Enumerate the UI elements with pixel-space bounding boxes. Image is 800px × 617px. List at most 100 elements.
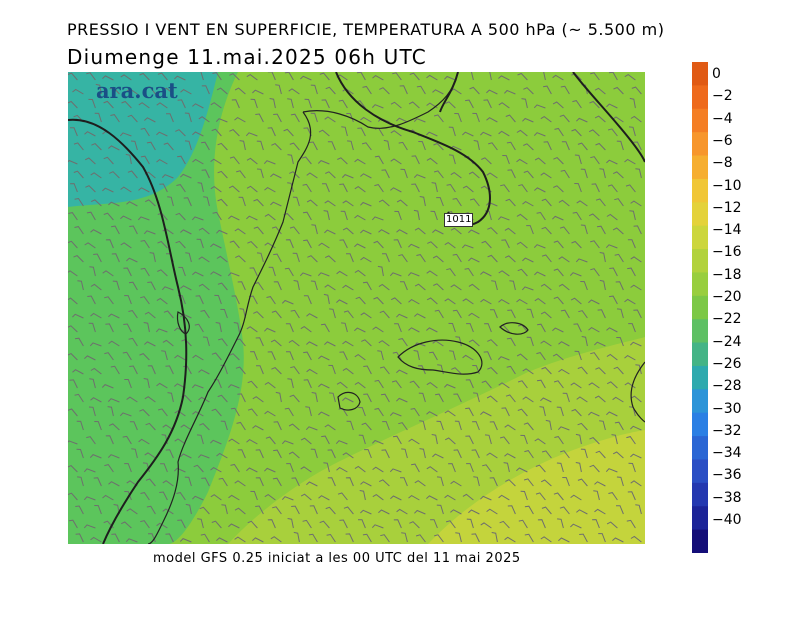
wind-barb (324, 116, 336, 123)
colorbar-tick-label: −20 (712, 289, 742, 305)
colorbar-tick-label: −4 (712, 110, 733, 127)
wind-barb (211, 352, 222, 361)
wind-barb (85, 185, 96, 193)
wind-barb (197, 182, 204, 193)
wind-barb (526, 336, 534, 347)
wind-barb (570, 494, 582, 501)
wind-barb (487, 367, 498, 375)
wind-barb (252, 537, 264, 543)
wind-barb (287, 154, 294, 165)
colorbar-tick-label: −40 (712, 512, 742, 528)
wind-barb (275, 84, 282, 95)
wind-barb (215, 118, 228, 123)
wind-barb (255, 477, 264, 487)
wind-barb (310, 84, 318, 95)
wind-barb (342, 367, 354, 375)
wind-barb (303, 239, 312, 249)
wind-barb (126, 480, 138, 487)
wind-barb (466, 323, 474, 333)
wind-barb (234, 480, 246, 487)
wind-barb (415, 534, 426, 543)
wind-barb (482, 464, 492, 473)
wind-barb (198, 116, 210, 123)
wind-barb (107, 406, 114, 417)
wind-barb (287, 182, 294, 193)
colorbar-segment (692, 155, 708, 180)
wind-barb (289, 226, 300, 235)
wind-barb (432, 255, 444, 263)
wind-barb (629, 97, 636, 109)
wind-barb (536, 211, 546, 221)
wind-barb (371, 104, 384, 109)
wind-barb (506, 365, 516, 375)
wind-barb (533, 132, 546, 137)
wind-barb (524, 533, 534, 543)
wind-barb (102, 270, 114, 277)
wind-barb (486, 452, 498, 459)
wind-barb (198, 227, 210, 235)
colorbar-segment (692, 319, 708, 344)
wind-barb (317, 272, 330, 277)
wind-barb (306, 481, 318, 487)
wind-barb (594, 341, 606, 347)
wind-barb (436, 420, 444, 431)
wind-barb (120, 186, 132, 193)
wind-barb (626, 436, 636, 445)
wind-barb (432, 89, 444, 95)
wind-barb (176, 184, 186, 193)
wind-barb (378, 229, 390, 235)
wind-barb (103, 100, 114, 109)
wind-barb (534, 271, 546, 277)
wind-barb (289, 171, 300, 179)
wind-barb (394, 323, 402, 333)
wind-barb (362, 533, 372, 543)
wind-barb (418, 141, 426, 151)
wind-barb (324, 424, 336, 431)
wind-barb (433, 283, 444, 291)
wind-barb (193, 464, 204, 473)
wind-barb (68, 465, 78, 473)
wind-barb (378, 340, 390, 347)
wind-barb (553, 296, 564, 305)
wind-barb (451, 367, 462, 375)
wind-barb (541, 254, 552, 263)
wind-barb (318, 383, 330, 389)
wind-barb (250, 98, 258, 109)
wind-barb (390, 130, 402, 137)
wind-barb (216, 255, 228, 263)
wind-barb (124, 463, 132, 473)
wind-barb (137, 216, 150, 221)
wind-barb (267, 351, 276, 361)
wind-barb (434, 309, 444, 319)
colorbar-tick-label: −32 (712, 422, 742, 439)
wind-barb (335, 440, 348, 445)
wind-barb (212, 72, 222, 81)
wind-barb (310, 280, 318, 291)
wind-barb (436, 476, 444, 487)
wind-barb (256, 365, 264, 375)
wind-barb (554, 436, 564, 445)
wind-barb (612, 171, 624, 179)
wind-barb (230, 463, 240, 473)
wind-barb (345, 533, 354, 543)
wind-barb (94, 112, 102, 123)
wind-barb (624, 158, 636, 165)
wind-barb (356, 72, 366, 81)
wind-barb (558, 341, 570, 347)
wind-barb (324, 255, 336, 263)
wind-barb (573, 323, 582, 333)
wind-barb (553, 268, 564, 277)
wind-barb (267, 519, 276, 529)
wind-barb (264, 213, 276, 221)
wind-barb (324, 229, 336, 235)
wind-barb (199, 506, 210, 515)
wind-barb (572, 211, 582, 221)
wind-barb (102, 75, 114, 81)
wind-barb (286, 463, 294, 473)
wind-barb (342, 227, 354, 235)
wind-barb (504, 453, 516, 459)
wind-barb (326, 533, 336, 543)
wind-barb (325, 86, 336, 95)
wind-barb (611, 434, 618, 445)
wind-barb (68, 353, 78, 361)
